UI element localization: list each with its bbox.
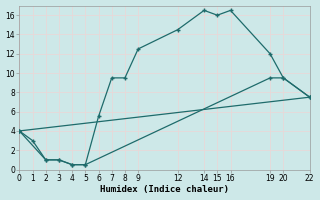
X-axis label: Humidex (Indice chaleur): Humidex (Indice chaleur) (100, 185, 229, 194)
